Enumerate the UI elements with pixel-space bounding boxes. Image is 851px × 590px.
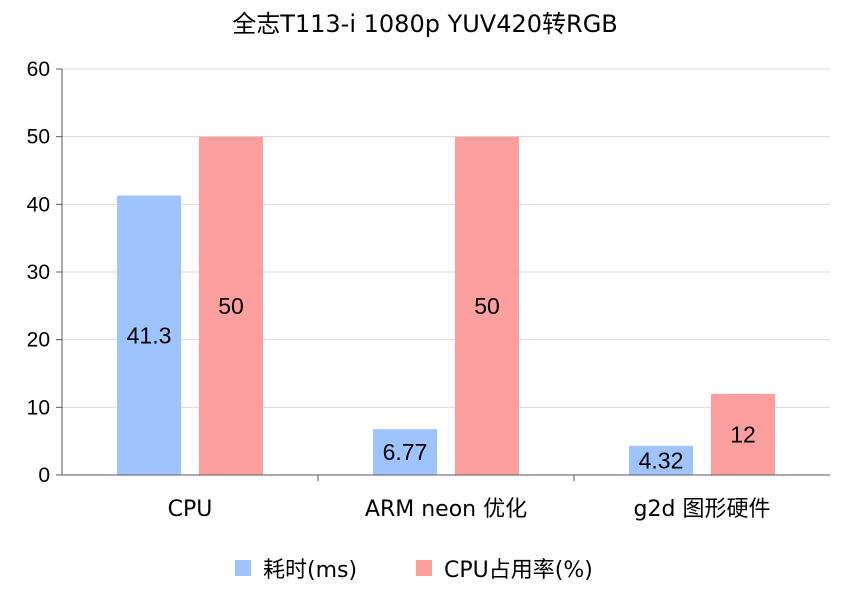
data-label: 4.32 [639,447,684,473]
x-category-label: ARM neon 优化 [365,497,527,522]
bar [117,195,181,475]
y-tick-label: 40 [27,193,50,216]
bar [455,136,519,475]
y-tick-label: 30 [27,261,50,284]
x-category-label: g2d 图形硬件 [634,497,771,522]
y-tick-label: 10 [27,396,50,419]
legend-label: 耗时(ms) [263,558,357,583]
x-category-label: CPU [168,497,213,522]
data-label: 50 [474,293,500,319]
y-tick-label: 50 [27,126,50,149]
y-tick-label: 20 [27,329,50,352]
data-label: 50 [218,293,244,319]
data-label: 41.3 [127,322,172,348]
legend-label: CPU占用率(%) [444,558,593,583]
bar [199,136,263,475]
y-tick-label: 0 [38,464,50,487]
chart-title: 全志T113-i 1080p YUV420转RGB [232,10,618,38]
legend-swatch [235,560,251,576]
legend-swatch [416,560,432,576]
bar [711,393,775,475]
bar [373,429,437,475]
data-label: 12 [730,421,756,447]
bar [629,445,693,475]
y-tick-label: 60 [27,58,50,81]
data-label: 6.77 [383,439,428,465]
